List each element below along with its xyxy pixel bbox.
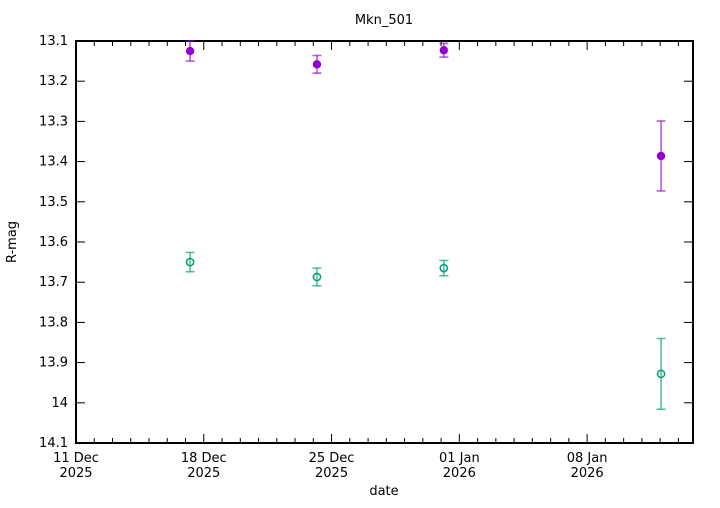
y-tick-label: 13.3 — [39, 114, 68, 129]
chart-title: Mkn_501 — [355, 13, 413, 28]
y-tick-label: 13.7 — [39, 275, 68, 290]
x-tick-label-date: 01 Jan — [439, 451, 480, 466]
x-tick-label-date: 08 Jan — [567, 451, 608, 466]
x-tick-label-year: 2025 — [315, 466, 348, 481]
y-axis-label: R-mag — [5, 221, 20, 263]
x-tick-label-date: 18 Dec — [181, 451, 227, 466]
y-tick-label: 13.9 — [39, 356, 68, 371]
y-tick-label: 13.8 — [39, 315, 68, 330]
data-point-filled — [312, 60, 322, 69]
x-tick-label-year: 2025 — [187, 466, 220, 481]
plot-generated-layer: 13.1 13.2 13.3 13.4 13.5 13.6 13.7 13.8 13.9 14 14… — [39, 34, 694, 481]
x-tick-label-date: 25 Dec — [309, 451, 355, 466]
x-axis-label: date — [369, 484, 398, 499]
x-tick-label-year: 2025 — [59, 466, 92, 481]
y-tick-label: 14.1 — [39, 436, 68, 451]
y-tick-label: 13.5 — [39, 195, 68, 210]
x-tick-label-year: 2026 — [571, 466, 604, 481]
y-tick-label: 14 — [51, 396, 68, 411]
y-tick-label: 13.1 — [39, 34, 68, 49]
y-tick-label: 13.2 — [39, 74, 68, 89]
y-tick-label: 13.6 — [39, 235, 68, 250]
data-point-open — [185, 257, 195, 267]
data-point-filled — [439, 46, 449, 55]
data-point-filled — [185, 46, 195, 56]
x-tick-label-date: 11 Dec — [53, 451, 99, 466]
x-tick-label-year: 2026 — [443, 466, 476, 481]
y-tick-label: 13.4 — [39, 155, 68, 170]
plot-border — [75, 40, 694, 444]
data-point-open — [312, 272, 322, 282]
data-point-open — [656, 369, 666, 379]
data-point-filled — [656, 151, 666, 161]
data-point-open — [439, 263, 449, 273]
